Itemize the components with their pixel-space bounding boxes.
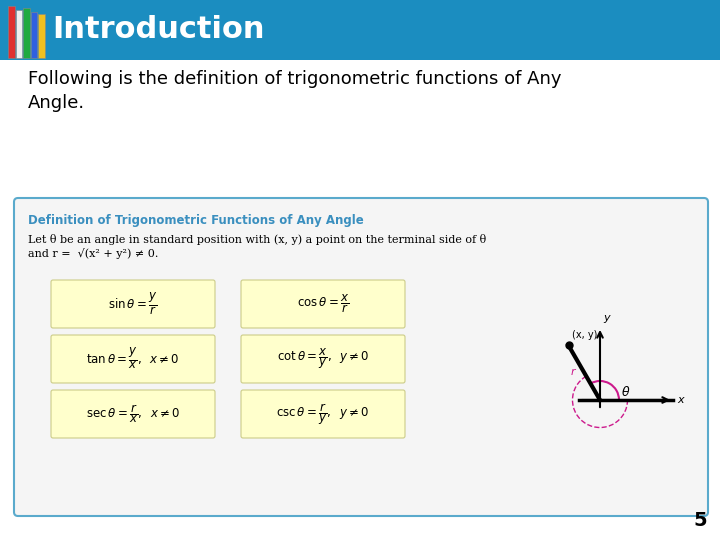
Text: Introduction: Introduction [52,16,264,44]
Text: y: y [603,313,610,323]
Bar [38,14,45,58]
Text: Definition of Trigonometric Functions of Any Angle: Definition of Trigonometric Functions of… [28,214,364,227]
Text: Following is the definition of trigonometric functions of Any
Angle.: Following is the definition of trigonome… [28,70,562,112]
Bar [16,10,22,58]
FancyBboxPatch shape [241,280,405,328]
Bar [31,12,37,58]
FancyBboxPatch shape [14,198,708,516]
FancyBboxPatch shape [51,335,215,383]
Text: Let θ be an angle in standard position with (x, y) a point on the terminal side : Let θ be an angle in standard position w… [28,234,486,245]
FancyBboxPatch shape [241,335,405,383]
Text: $\sin\theta = \dfrac{y}{r}$: $\sin\theta = \dfrac{y}{r}$ [108,291,158,317]
Text: x: x [677,395,683,405]
Text: r: r [570,367,575,377]
Text: $\csc\theta = \dfrac{r}{y}, \;\; y \neq 0$: $\csc\theta = \dfrac{r}{y}, \;\; y \neq … [276,401,369,427]
Text: 5: 5 [693,511,707,530]
Bar [8,6,15,58]
Text: $\sec\theta = \dfrac{r}{x}, \;\; x \neq 0$: $\sec\theta = \dfrac{r}{x}, \;\; x \neq … [86,403,180,426]
Text: $\cot\theta = \dfrac{x}{y}, \;\; y \neq 0$: $\cot\theta = \dfrac{x}{y}, \;\; y \neq … [276,347,369,372]
Text: $\cos\theta = \dfrac{x}{r}$: $\cos\theta = \dfrac{x}{r}$ [297,293,349,315]
FancyBboxPatch shape [51,280,215,328]
FancyBboxPatch shape [51,390,215,438]
Text: and r =  √(x² + y²) ≠ 0.: and r = √(x² + y²) ≠ 0. [28,248,158,259]
Text: (x, y): (x, y) [572,330,598,340]
Text: $\theta$: $\theta$ [621,385,631,399]
Bar [23,8,30,58]
FancyBboxPatch shape [241,390,405,438]
Text: $\tan\theta = \dfrac{y}{x}, \;\; x \neq 0$: $\tan\theta = \dfrac{y}{x}, \;\; x \neq … [86,347,180,372]
Bar [0,0,720,60]
